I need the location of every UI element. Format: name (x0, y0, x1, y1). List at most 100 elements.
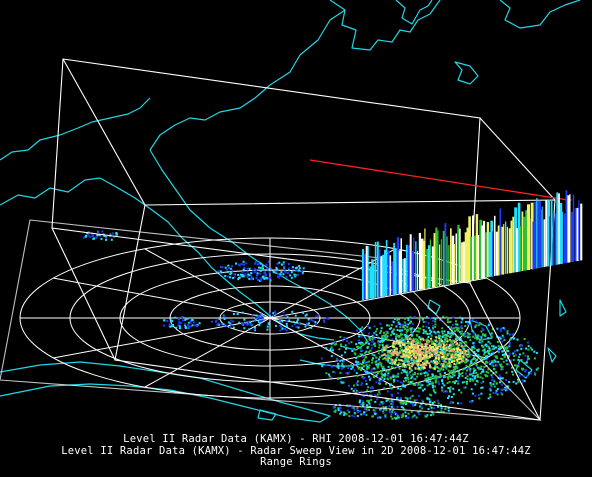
rhi-bar (459, 228, 461, 283)
reflectivity-pixel (406, 374, 409, 377)
reflectivity-pixel (368, 402, 371, 405)
reflectivity-pixel (406, 326, 409, 329)
reflectivity-pixel (413, 356, 416, 359)
reflectivity-pixel (501, 350, 504, 353)
reflectivity-pixel (475, 372, 478, 374)
reflectivity-pixel (258, 266, 260, 269)
reflectivity-pixel (482, 329, 485, 332)
reflectivity-pixel (512, 358, 515, 361)
reflectivity-pixel (443, 330, 446, 333)
reflectivity-pixel (449, 402, 452, 404)
reflectivity-pixel (373, 354, 376, 357)
rhi-bar (422, 240, 426, 289)
reflectivity-pixel (420, 366, 423, 369)
reflectivity-pixel (454, 371, 456, 374)
reflectivity-pixel (462, 345, 465, 348)
reflectivity-pixel (447, 339, 450, 342)
reflectivity-pixel (343, 360, 346, 363)
reflectivity-pixel (438, 382, 440, 385)
reflectivity-pixel (499, 346, 502, 349)
reflectivity-pixel (310, 318, 313, 321)
reflectivity-pixel (278, 319, 281, 322)
reflectivity-pixel (420, 406, 423, 409)
rhi-bar (530, 202, 534, 270)
reflectivity-pixel (467, 350, 470, 353)
reflectivity-pixel (487, 368, 490, 371)
reflectivity-pixel (264, 269, 267, 272)
reflectivity-pixel (448, 358, 451, 361)
reflectivity-pixel (516, 349, 519, 352)
rhi-bar (494, 215, 496, 276)
reflectivity-pixel (466, 367, 469, 370)
reflectivity-pixel (495, 371, 498, 374)
reflectivity-pixel (469, 400, 472, 403)
reflectivity-pixel (450, 396, 453, 398)
reflectivity-pixel (455, 343, 458, 346)
reflectivity-pixel (330, 343, 333, 346)
reflectivity-pixel (244, 273, 247, 276)
reflectivity-pixel (241, 270, 244, 273)
reflectivity-pixel (489, 349, 492, 352)
reflectivity-pixel (449, 350, 452, 352)
reflectivity-pixel (470, 359, 473, 362)
reflectivity-pixel (295, 269, 298, 272)
reflectivity-pixel (87, 231, 90, 234)
reflectivity-pixel (487, 340, 490, 343)
reflectivity-pixel (407, 412, 410, 415)
coastline-bahamas-3 (515, 359, 533, 379)
reflectivity-pixel (358, 401, 361, 404)
reflectivity-pixel (428, 356, 431, 359)
reflectivity-pixel (486, 355, 489, 358)
reflectivity-pixel (467, 323, 470, 326)
reflectivity-pixel (492, 345, 495, 348)
reflectivity-pixel (503, 328, 506, 331)
rhi-bar (477, 235, 480, 279)
reflectivity-pixel (415, 416, 418, 419)
coastline-gulf-west (0, 177, 101, 206)
reflectivity-pixel (250, 272, 253, 275)
reflectivity-pixel (482, 345, 485, 348)
reflectivity-pixel (520, 359, 523, 361)
rhi-bar (534, 201, 537, 269)
rhi-bar (433, 233, 436, 287)
reflectivity-pixel (455, 347, 458, 350)
reflectivity-pixel (275, 312, 278, 315)
reflectivity-pixel (467, 320, 470, 323)
reflectivity-pixel (420, 402, 423, 405)
reflectivity-pixel (410, 354, 413, 357)
reflectivity-pixel (103, 235, 106, 237)
reflectivity-pixel (342, 339, 345, 342)
reflectivity-pixel (515, 353, 517, 356)
coastline-chesapeake (395, 0, 433, 25)
reflectivity-pixel (282, 263, 285, 266)
reflectivity-pixel (344, 351, 347, 354)
reflectivity-pixel (472, 367, 475, 370)
reflectivity-pixel (340, 411, 343, 414)
reflectivity-pixel (436, 377, 439, 380)
reflectivity-pixel (265, 273, 267, 276)
reflectivity-pixel (436, 347, 439, 349)
reflectivity-pixel (401, 339, 404, 342)
reflectivity-pixel (443, 364, 446, 367)
rhi-bar (426, 249, 429, 289)
reflectivity-pixel (533, 371, 536, 374)
reflectivity-pixel (434, 381, 437, 384)
reflectivity-pixel (262, 267, 264, 270)
reflectivity-pixel (472, 371, 475, 374)
reflectivity-pixel (444, 408, 447, 410)
reflectivity-pixel (461, 351, 464, 354)
reflectivity-pixel (382, 331, 385, 334)
reflectivity-pixel (465, 364, 468, 367)
reflectivity-pixel (417, 340, 420, 343)
reflectivity-pixel (368, 338, 371, 341)
reflectivity-pixel (228, 267, 231, 269)
reflectivity-pixel (243, 327, 246, 330)
reflectivity-pixel (432, 359, 435, 362)
reflectivity-pixel (446, 321, 449, 324)
reflectivity-pixel (429, 329, 431, 332)
rhi-bar (574, 208, 578, 262)
reflectivity-pixel (405, 358, 408, 361)
rhi-bar (565, 190, 568, 263)
